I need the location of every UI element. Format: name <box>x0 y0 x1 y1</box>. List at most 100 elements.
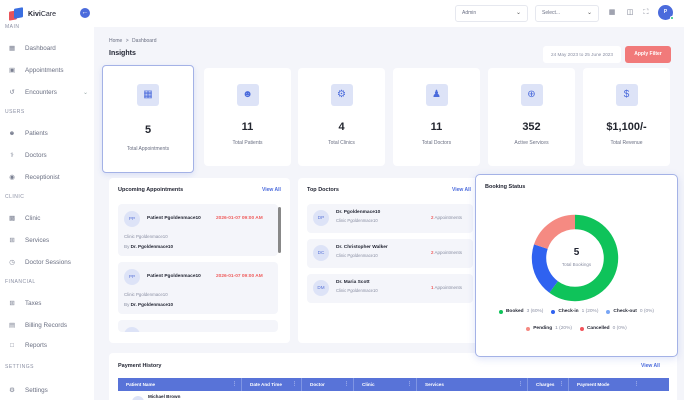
col-date-time[interactable]: Date And Time ⋮ <box>242 378 302 391</box>
sidebar-item-dashboard[interactable]: ▦ Dashboard <box>9 44 56 52</box>
document-icon: □ <box>10 341 14 349</box>
service-pin-icon: ⊕ <box>520 84 543 106</box>
stethoscope-icon: ⚕ <box>10 151 14 159</box>
chevron-down-icon: ⌄ <box>586 10 592 16</box>
sidebar-item-doctor-sessions[interactable]: ◷ Doctor Sessions <box>9 258 71 266</box>
appointment-card[interactable]: PP Patient Pgoldenmace10 2026-01-07 09:0… <box>118 204 278 256</box>
view-all-payments-link[interactable]: View All <box>641 363 660 369</box>
payment-table-header: Patient Name ⋮ Date And Time ⋮ Doctor ⋮ Cli… <box>118 378 669 391</box>
stat-card-appointments[interactable]: ▦ 5 Total Appointments <box>102 65 194 173</box>
clipboard-icon[interactable]: ◫ <box>626 9 634 16</box>
doctor-card[interactable]: DM Dr. Maria Scott Clinic Pgoldenmace10 … <box>307 274 473 303</box>
appointment-card-partial[interactable] <box>118 320 278 332</box>
stat-card-services[interactable]: ⊕ 352 Active Services <box>488 68 575 166</box>
sidebar-item-settings[interactable]: ⚙ Settings <box>9 386 48 394</box>
doctor-card[interactable]: DC Dr. Christopher Walker Clinic Pgolden… <box>307 239 473 268</box>
sort-icon: ⋮ <box>407 381 412 387</box>
booking-status-panel: Booking Status 5 Total Bookings Booked 3 … <box>475 174 678 357</box>
chevron-down-icon: ⌄ <box>82 89 88 96</box>
legend-check-out[interactable]: Check-out 0 (0%) <box>606 309 654 314</box>
page-title: Insights <box>109 50 136 57</box>
tax-icon: ⊞ <box>9 299 15 307</box>
panel-title: Payment History <box>118 363 162 369</box>
avatar: DC <box>313 245 329 261</box>
view-all-appointments-link[interactable]: View All <box>262 187 281 193</box>
sort-icon: ⋮ <box>232 381 237 387</box>
sidebar-item-clinic[interactable]: ▩ Clinic <box>9 214 41 222</box>
kivicare-logo-icon <box>9 7 23 21</box>
calendar-icon: ▣ <box>9 66 15 74</box>
building-icon: ▩ <box>9 214 15 222</box>
stat-card-clinics[interactable]: ⚙ 4 Total Clinics <box>298 68 385 166</box>
section-financial: FINANCIAL <box>5 279 36 285</box>
panel-title: Booking Status <box>485 184 526 190</box>
sidebar-collapse-button[interactable]: ← <box>80 8 90 18</box>
booking-donut-chart <box>531 214 619 302</box>
avatar: DP <box>313 210 329 226</box>
col-charges[interactable]: Charges ⋮ <box>528 378 569 391</box>
total-bookings-label: Total Bookings <box>561 262 592 267</box>
total-bookings-value: 5 <box>573 247 580 258</box>
avatar: PP <box>124 211 140 227</box>
section-main: MAIN <box>5 24 20 30</box>
sidebar-item-receptionist[interactable]: ◉ Receptionist <box>9 173 60 181</box>
clock-icon: ◷ <box>9 258 15 266</box>
table-row[interactable]: Michael Brown <box>118 391 669 400</box>
top-doctors-panel: Top Doctors View All DP Dr. Pgoldenmace1… <box>298 178 480 343</box>
chart-legend: Booked 3 (60%) Check-in 1 (20%) Check-out 0… <box>476 309 677 314</box>
avatar <box>124 327 140 332</box>
col-services[interactable]: Services ⋮ <box>417 378 528 391</box>
sort-icon: ⋮ <box>559 381 564 387</box>
avatar: PP <box>124 269 140 285</box>
apps-grid-icon[interactable]: ▦ <box>608 9 616 16</box>
breadcrumb: Home > Dashboard <box>109 38 157 44</box>
legend-pending[interactable]: Pending 1 (20%) <box>526 326 572 331</box>
user-avatar[interactable]: P <box>658 5 674 20</box>
patients-icon: ☻ <box>236 84 259 106</box>
receptionist-icon: ◉ <box>9 173 15 181</box>
avatar: DM <box>313 280 329 296</box>
sidebar-item-appointments[interactable]: ▣ Appointments <box>9 66 64 74</box>
legend-check-in[interactable]: Check-in 1 (20%) <box>551 309 598 314</box>
avatar <box>132 396 144 400</box>
stat-card-patients[interactable]: ☻ 11 Total Patients <box>204 68 291 166</box>
fullscreen-icon[interactable]: ⛶ <box>643 9 649 16</box>
sidebar-item-patients[interactable]: ☻ Patients <box>8 129 48 137</box>
col-clinic[interactable]: Clinic ⋮ <box>354 378 417 391</box>
sort-icon: ⋮ <box>292 381 297 387</box>
calendar-icon: ▦ <box>137 84 159 106</box>
role-select[interactable]: Admin ⌄ <box>455 5 528 22</box>
history-icon: ↺ <box>9 88 15 96</box>
section-settings: SETTINGS <box>5 364 35 370</box>
sort-icon: ⋮ <box>518 381 523 387</box>
legend-booked[interactable]: Booked 3 (60%) <box>498 309 543 314</box>
doctor-card[interactable]: DP Dr. Pgoldenmace10 Clinic Pgoldenmace1… <box>307 204 473 233</box>
appointments-scrollbar[interactable] <box>278 207 281 253</box>
patients-icon: ☻ <box>8 129 16 137</box>
medical-kit-icon: ⊞ <box>9 236 15 244</box>
stat-card-doctors[interactable]: ♟ 11 Total Doctors <box>393 68 480 166</box>
view-all-doctors-link[interactable]: View All <box>452 187 471 193</box>
sidebar-item-taxes[interactable]: ⊞ Taxes <box>9 299 42 307</box>
col-patient-name[interactable]: Patient Name ⋮ <box>118 378 242 391</box>
sidebar-item-reports[interactable]: □ Reports <box>8 338 88 352</box>
brand-name-rest: Care <box>40 10 57 18</box>
brand-logo[interactable]: KiviCare <box>9 7 57 21</box>
clinic-select[interactable]: Select... ⌄ <box>535 5 599 22</box>
sidebar-item-billing-records[interactable]: ▤ Billing Records <box>9 321 67 329</box>
sidebar-item-doctors[interactable]: ⚕ Doctors <box>8 148 88 162</box>
sidebar-item-services[interactable]: ⊞ Services <box>9 236 50 244</box>
stat-card-revenue[interactable]: $ $1,100/- Total Revenue <box>583 68 670 166</box>
sidebar-item-encounters[interactable]: ↺ Encounters ⌄ <box>9 88 88 96</box>
apply-filter-button[interactable]: Apply Filter <box>625 46 671 63</box>
chevron-down-icon: ⌄ <box>515 10 521 16</box>
section-clinic: CLINIC <box>5 194 25 200</box>
appointment-card[interactable]: PP Patient Pgoldenmace10 2026-01-07 09:0… <box>118 262 278 314</box>
date-range-input[interactable]: 24 May 2023 to 25 June 2023 <box>543 46 621 63</box>
breadcrumb-home[interactable]: Home <box>109 38 123 44</box>
legend-cancelled[interactable]: Cancelled 0 (0%) <box>579 326 627 331</box>
panel-title: Top Doctors <box>307 187 339 193</box>
col-doctor[interactable]: Doctor ⋮ <box>302 378 354 391</box>
doctor-icon: ♟ <box>425 84 448 106</box>
col-payment-mode[interactable]: Payment Mode ⋮ <box>569 378 669 391</box>
